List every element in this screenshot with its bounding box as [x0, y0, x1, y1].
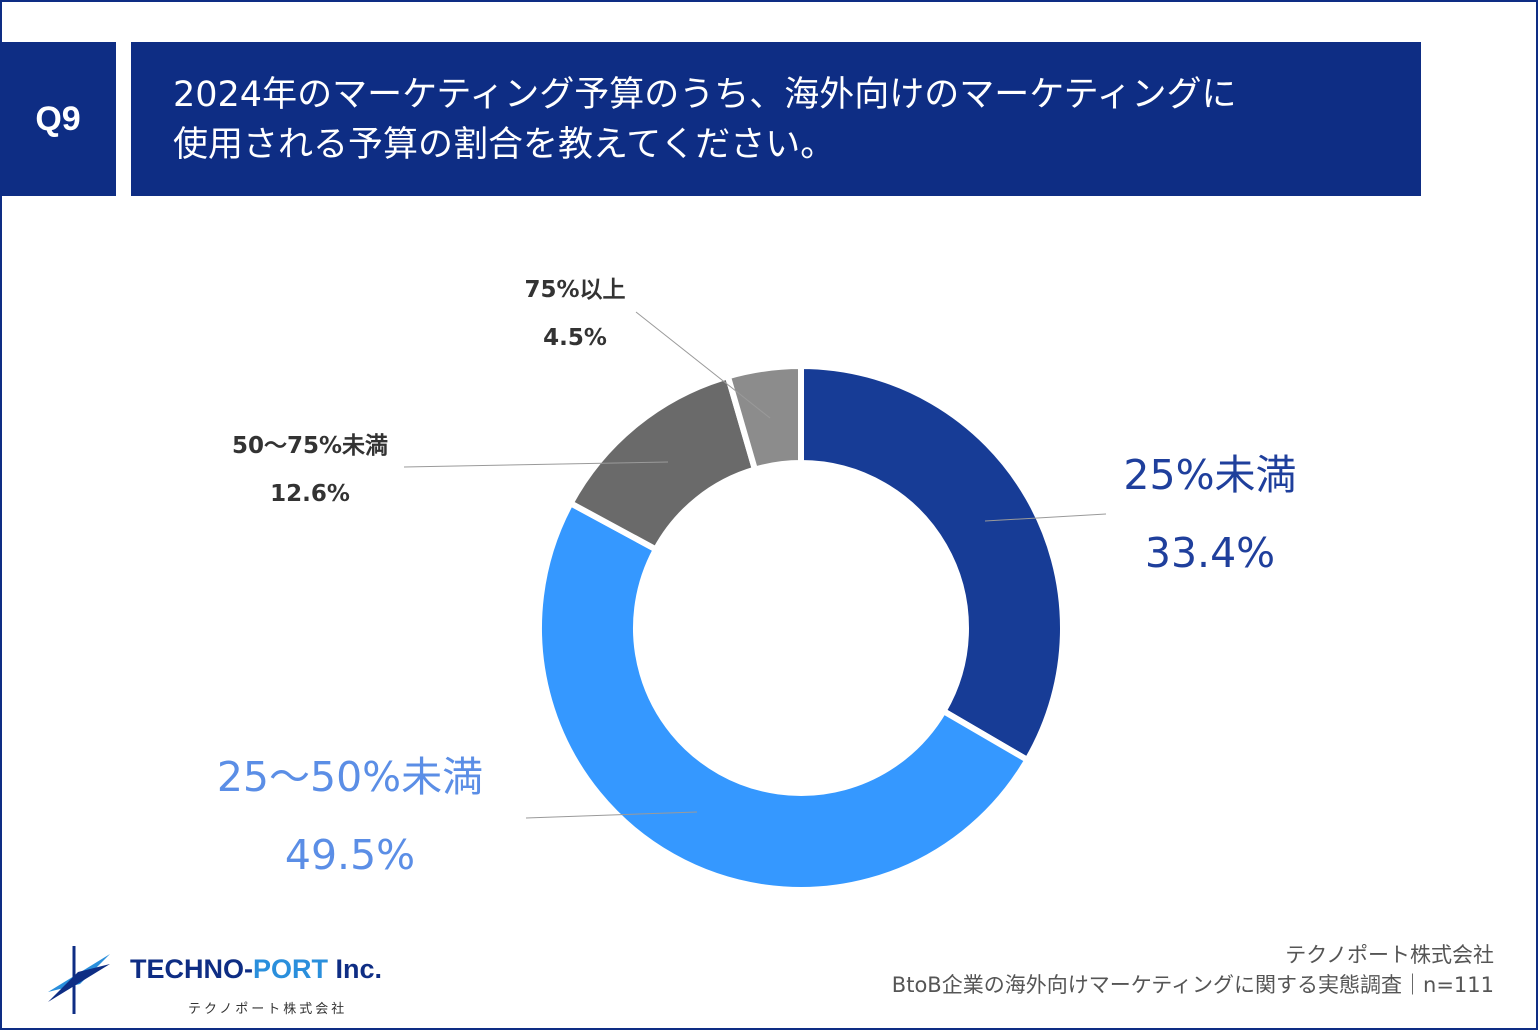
question-number: Q9 [35, 99, 81, 138]
label-under-25-category: 25%未満 [1123, 451, 1297, 499]
question-title-line-1: 2024年のマーケティング予算のうち、海外向けのマーケティングに [173, 75, 1237, 115]
logo-wordmark: TECHNO-PORT Inc. [130, 954, 383, 984]
leader-under-25 [984, 513, 1107, 522]
label-75-plus-value: 4.5% [543, 325, 607, 351]
leader-25-50 [525, 811, 698, 819]
logo-subtitle: テクノポート株式会社 [188, 1002, 348, 1017]
label-50-75: 50～75%未満 12.6% [200, 422, 420, 518]
label-25-50-value: 49.5% [284, 831, 416, 879]
label-under-25: 25%未満 33.4% [1100, 444, 1320, 584]
label-75-plus: 75%以上 4.5% [490, 266, 660, 362]
leader-50-75 [403, 461, 669, 468]
source-note: テクノポート株式会社 BtoB企業の海外向けマーケティングに関する実態調査｜n=… [892, 940, 1494, 1000]
label-50-75-category: 50～75%未満 [231, 433, 389, 459]
leader-75-plus [635, 311, 771, 419]
label-50-75-value: 12.6% [270, 481, 350, 507]
slice-75-plus [724, 362, 804, 474]
question-number-badge: Q9 [0, 42, 116, 196]
source-survey: BtoB企業の海外向けマーケティングに関する実態調査｜n=111 [891, 973, 1494, 997]
label-25-50-category: 25～50%未満 [216, 753, 484, 801]
label-25-50: 25～50%未満 49.5% [190, 746, 510, 886]
donut-slices [535, 362, 1066, 893]
source-company: テクノポート株式会社 [1285, 943, 1494, 967]
question-title: 2024年のマーケティング予算のうち、海外向けのマーケティングに 使用される予算… [131, 42, 1421, 196]
slice-25-50 [535, 499, 1032, 893]
label-under-25-value: 33.4% [1144, 529, 1276, 577]
company-logo: TECHNO-PORT Inc. テクノポート株式会社 [40, 944, 400, 1020]
label-75-plus-category: 75%以上 [524, 277, 626, 303]
leader-lines [403, 311, 1107, 819]
slice-under-25 [798, 362, 1066, 765]
logo-mark-icon [48, 946, 110, 1014]
question-title-line-2: 使用される予算の割合を教えてください。 [173, 125, 836, 165]
